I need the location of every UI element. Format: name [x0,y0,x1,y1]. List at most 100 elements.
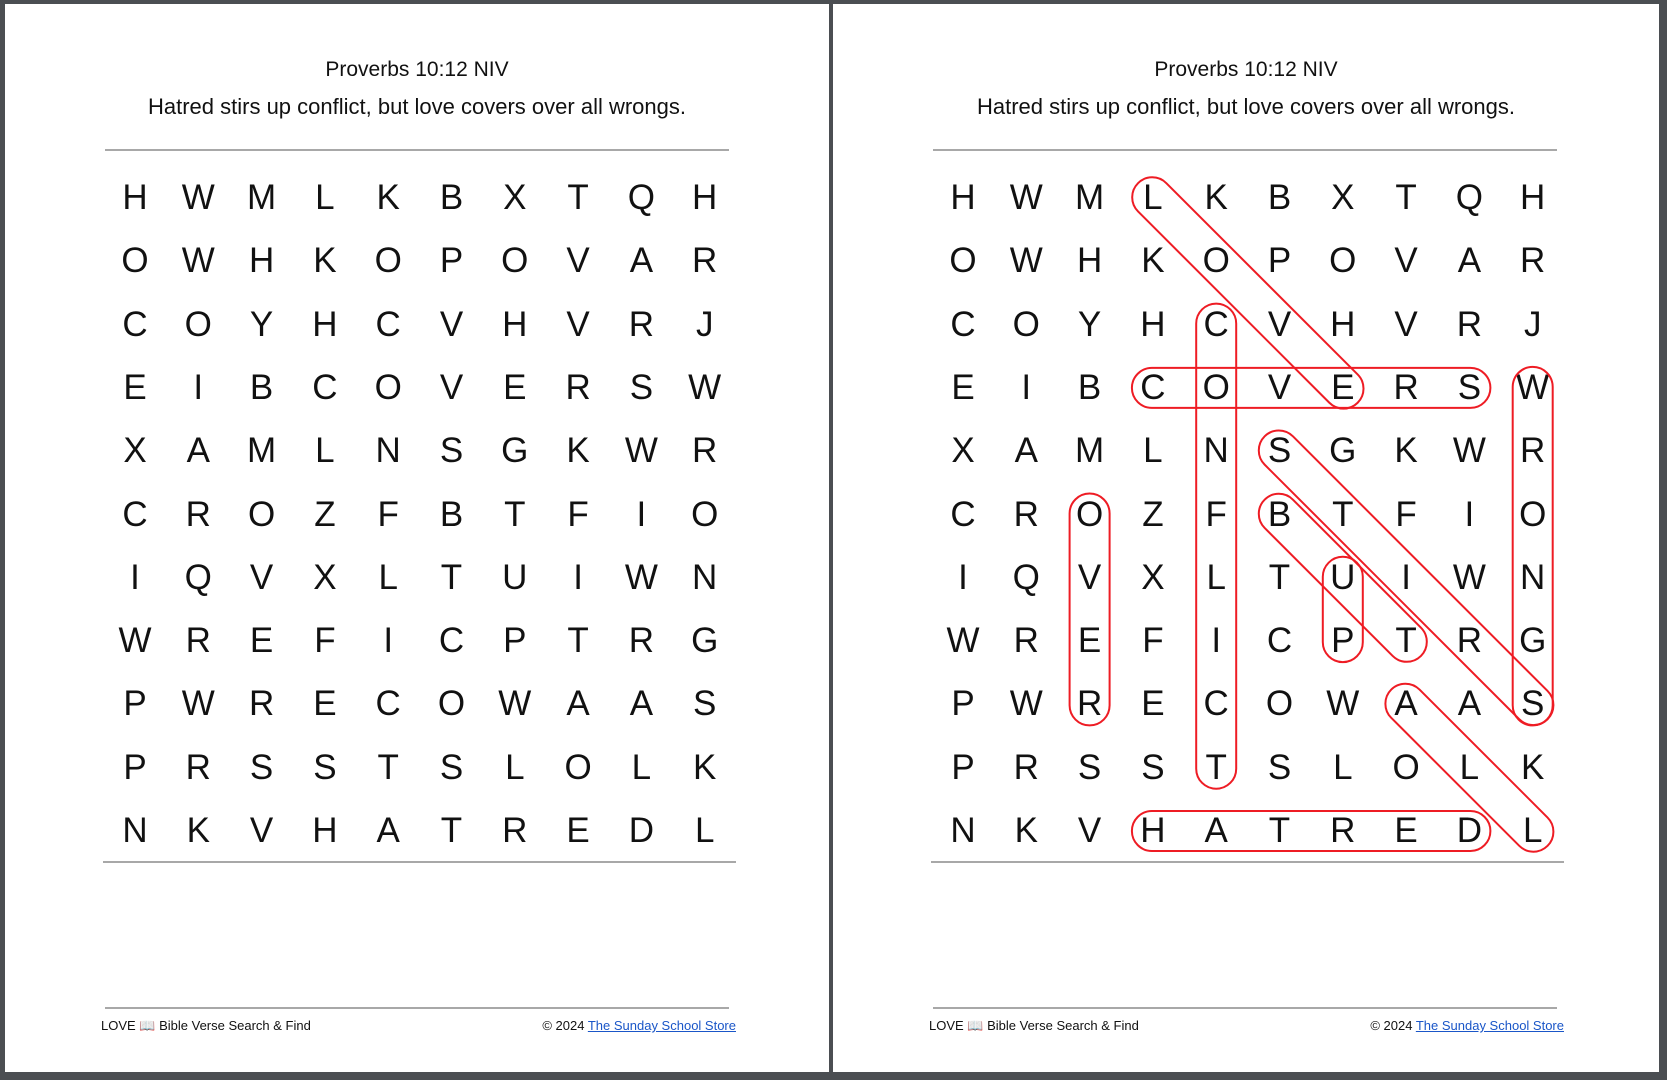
grid-letter: D [628,811,655,850]
grid-letter: S [693,684,717,724]
grid-letter: Q [627,178,655,217]
grid-letter: C [1203,684,1229,724]
grid-letter: L [315,431,335,471]
verse-text: Hatred stirs up conflict, but love cover… [147,94,686,119]
grid-letter: C [1203,304,1229,344]
grid-letter: W [498,684,532,724]
grid-letter: E [1394,811,1418,850]
grid-letter: H [950,178,976,217]
grid-letter: K [566,431,590,471]
grid-letter: P [439,241,464,281]
grid-letter: X [313,557,337,597]
grid-letter: O [1202,367,1230,407]
grid-letter: O [374,241,402,281]
grid-letter: S [313,747,337,787]
grid-letter: O [247,494,276,534]
grid-letter: A [629,241,654,281]
footer-title: LOVE 📖 Bible Verse Search & Find [101,1018,311,1033]
grid-letter: L [631,747,652,787]
grid-letter: W [181,241,215,281]
grid-letter: D [1456,811,1483,850]
grid-letter: L [378,557,398,597]
grid-letter: V [1394,241,1418,281]
grid-letter: R [628,304,655,344]
grid-letter: K [1394,431,1418,471]
grid-letter: S [1267,431,1292,471]
grid-letter: I [1211,621,1222,661]
grid-letter: K [186,811,210,850]
grid-letter: T [1332,494,1354,534]
grid-letter: O [184,304,212,344]
grid-letter: G [501,431,529,471]
grid-letter: T [504,494,526,534]
grid-letter: Z [314,494,336,534]
grid-letter: B [1077,367,1102,407]
grid-letter: T [440,557,463,597]
grid-letter: K [313,241,337,281]
store-link[interactable]: The Sunday School Store [587,1018,736,1033]
verse-reference: Proverbs 10:12 NIV [325,58,509,81]
grid-letter: R [1013,494,1039,534]
grid-letter: R [1520,241,1546,281]
grid-letter: V [1077,811,1102,850]
grid-letter: F [1205,494,1227,534]
grid-letter: R [1520,431,1546,471]
grid-letter: R [1076,684,1103,724]
grid-letter: E [1077,621,1102,661]
grid-letter: T [567,621,589,661]
grid-letter: I [1021,367,1032,407]
grid-letter: O [374,367,402,407]
grid-letter: R [248,684,275,724]
store-link[interactable]: The Sunday School Store [1415,1018,1564,1033]
footer-copyright: © 2024 The Sunday School Store [542,1018,736,1033]
grid-letter: X [503,178,527,217]
grid-letter: O [949,241,977,281]
grid-letter: I [573,557,583,597]
grid-letter: P [951,747,975,787]
grid-letter: M [247,178,277,217]
grid-letter: P [951,684,975,724]
grid-letter: A [186,431,210,471]
grid-letter: B [1267,178,1292,217]
grid-letter: Z [1142,494,1164,534]
grid-letter: N [1203,431,1229,471]
grid-letter: N [122,811,148,850]
grid-letter: M [1075,178,1105,217]
grid-letter: S [249,747,274,787]
grid-letter: R [692,431,718,471]
grid-letter: S [1521,684,1545,724]
grid-letter: X [123,431,147,471]
grid-letter: O [1202,241,1230,281]
grid-letter: O [437,684,466,724]
grid-letter: W [181,684,215,724]
grid-letter: C [375,304,401,344]
copyright-text: © 2024 [542,1018,585,1033]
grid-letter: S [629,367,654,407]
grid-letter: U [502,557,528,597]
grid-letter: L [1459,747,1480,787]
grid-letter: F [1395,494,1417,534]
grid-letter: R [565,367,591,407]
grid-letter: U [1330,557,1356,597]
grid-letter: R [1393,367,1419,407]
grid-letter: R [502,811,528,850]
grid-letter: V [439,367,464,407]
grid-letter: T [1268,811,1291,850]
grid-letter: S [1077,747,1102,787]
grid-letter: O [1519,494,1547,534]
grid-letter: I [1464,494,1475,534]
grid-letter: T [1395,621,1417,661]
grid-letter: Y [1077,304,1102,344]
grid-letter: C [375,684,401,724]
grid-letter: E [249,621,274,661]
divider [103,861,736,863]
grid-letter: R [692,241,718,281]
grid-letter: E [566,811,590,850]
grid-letter: Q [1455,178,1483,217]
puzzle-page: Proverbs 10:12 NIV Hatred stirs up confl… [5,4,829,1072]
grid-letter: A [1204,811,1228,850]
grid-letter: O [564,747,592,787]
grid-letter: S [1267,747,1292,787]
grid-letter: K [1521,747,1545,787]
